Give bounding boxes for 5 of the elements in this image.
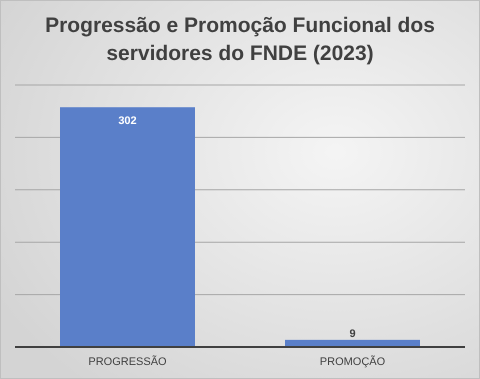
- x-tick-label: PROMOÇÃO: [320, 355, 386, 368]
- data-label: 9: [349, 328, 356, 340]
- data-label: 302: [118, 115, 137, 128]
- x-tick-label: PROGRESSÃO: [88, 355, 168, 368]
- chart-title: Progressão e Promoção Funcional dos servidores do FNDE (2023): [45, 14, 435, 65]
